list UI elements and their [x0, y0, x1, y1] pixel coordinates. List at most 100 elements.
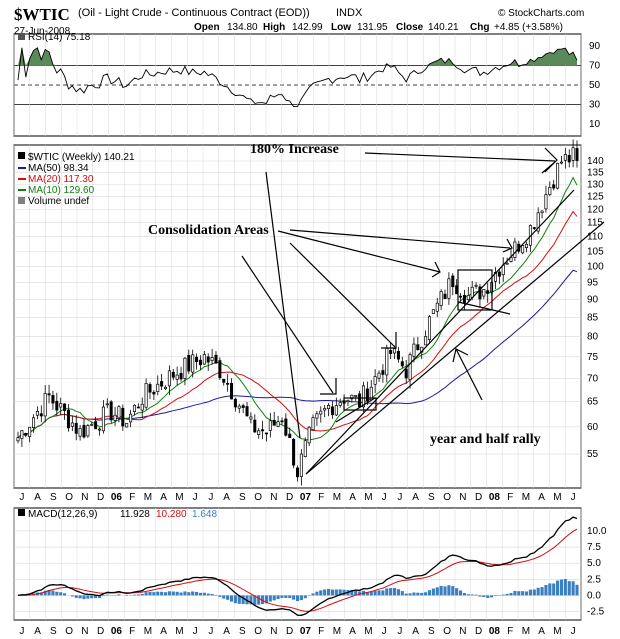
macd-x-tick-label: S	[50, 626, 57, 637]
price-x-tick-label: N	[81, 492, 88, 503]
arrow-180-start	[265, 171, 301, 439]
candle	[43, 385, 47, 423]
candle-body	[556, 163, 560, 189]
macd-histogram-bar	[524, 591, 529, 596]
candle-body	[525, 243, 529, 248]
macd-x-tick-label: 07	[300, 626, 312, 637]
candle	[443, 289, 447, 300]
candle-body	[32, 417, 36, 429]
candle-body	[536, 212, 540, 232]
macd-x-tick-label: M	[333, 626, 341, 637]
candle	[195, 353, 199, 370]
candle	[307, 425, 311, 447]
candle-body	[381, 370, 385, 375]
candle-body	[74, 422, 78, 434]
symbol-label: $WTIC	[14, 5, 70, 24]
price-tick-label: 125	[587, 192, 604, 203]
macd-histogram-bar	[179, 592, 183, 596]
price-tick-label: 85	[587, 313, 599, 324]
macd-x-tick-label: M	[144, 626, 152, 637]
candle	[229, 378, 234, 400]
rsi-tick-label: 70	[589, 60, 601, 71]
macd-histogram-bar	[125, 595, 129, 596]
x-axis-layer: J A S O N D 06 F M A M J J A S O N D 07 F M A M J J A S O N D 08 F M A M JJ…	[19, 492, 575, 637]
candle-body	[136, 406, 140, 409]
candle-body	[540, 210, 544, 214]
macd-histogram-bar	[556, 580, 560, 596]
price-x-tick-label: O	[443, 492, 451, 503]
candle	[319, 406, 323, 423]
candle-body	[482, 289, 486, 297]
candle	[334, 397, 338, 417]
candle-body	[459, 295, 463, 298]
macd-x-tick-label: N	[270, 626, 277, 637]
candle	[571, 139, 575, 168]
macd-x-tick-label: A	[538, 626, 545, 637]
rsi-tick-label: 50	[589, 80, 601, 91]
macd-histogram-bar	[548, 583, 552, 596]
macd-histogram-bar	[272, 595, 276, 601]
macd-histogram-bar	[195, 591, 199, 596]
candle	[416, 336, 420, 351]
candle	[478, 283, 482, 308]
candle	[78, 424, 82, 441]
candle	[28, 426, 32, 443]
candle	[20, 430, 24, 447]
candle	[459, 293, 463, 302]
candle-body	[424, 336, 428, 346]
candle	[98, 427, 102, 436]
candle-body	[218, 360, 222, 379]
macd-histogram-bar	[264, 595, 268, 604]
candle-body	[470, 286, 474, 298]
candle-body	[431, 309, 435, 314]
macd-x-tick-label: M	[522, 626, 530, 637]
candle	[299, 449, 303, 486]
price-x-tick-label: M	[333, 492, 341, 503]
macd-tick-label: -2.5	[587, 607, 605, 618]
price-tick-label: 105	[587, 246, 604, 257]
candle-body	[148, 384, 152, 393]
candle-body	[202, 354, 206, 365]
macd-histogram-bar	[462, 593, 466, 596]
macd-histogram-bar	[284, 595, 288, 599]
macd-x-tick-label: D	[475, 626, 482, 637]
macd-histogram-bar	[288, 595, 292, 599]
macd-legend-label: MACD(12,26,9)	[28, 509, 97, 520]
candle	[82, 419, 86, 439]
macd-histogram-bar	[280, 595, 284, 598]
macd-histogram-bar	[82, 595, 86, 600]
price-legend-swatch	[18, 152, 25, 159]
candle-body	[474, 284, 478, 287]
candle-body	[575, 148, 579, 161]
arrowhead-consolidation-2	[502, 238, 513, 253]
candle	[365, 381, 369, 405]
macd-histogram-bar	[517, 591, 521, 596]
candle-body	[315, 413, 319, 419]
candle	[346, 399, 350, 407]
candle-body	[365, 388, 369, 402]
candle-body	[513, 241, 517, 258]
candle-body	[86, 425, 90, 437]
macd-histogram-bar	[350, 589, 354, 596]
macd-histogram-bar	[490, 595, 494, 598]
candle-body	[47, 393, 51, 396]
candle-body	[354, 394, 358, 397]
candle	[268, 412, 272, 438]
macd-histogram-bar	[206, 593, 210, 596]
trendline-main	[305, 221, 605, 475]
macd-histogram-bar	[229, 595, 234, 602]
candle	[148, 382, 152, 400]
annotation-year-half-rally: year and half rally	[430, 432, 541, 447]
macd-histogram-bar	[167, 591, 171, 596]
price-x-tick-label: J	[397, 492, 402, 503]
price-tick-label: 110	[587, 232, 603, 243]
candle	[160, 373, 164, 391]
macd-histogram-bar	[136, 594, 140, 596]
price-x-tick-label: O	[65, 492, 73, 503]
arrowhead-rally	[452, 348, 469, 363]
candle	[389, 342, 393, 360]
macd-histogram-bar	[385, 588, 389, 596]
price-x-tick-label: A	[538, 492, 545, 503]
candle-body	[404, 368, 408, 379]
candle	[32, 414, 36, 433]
